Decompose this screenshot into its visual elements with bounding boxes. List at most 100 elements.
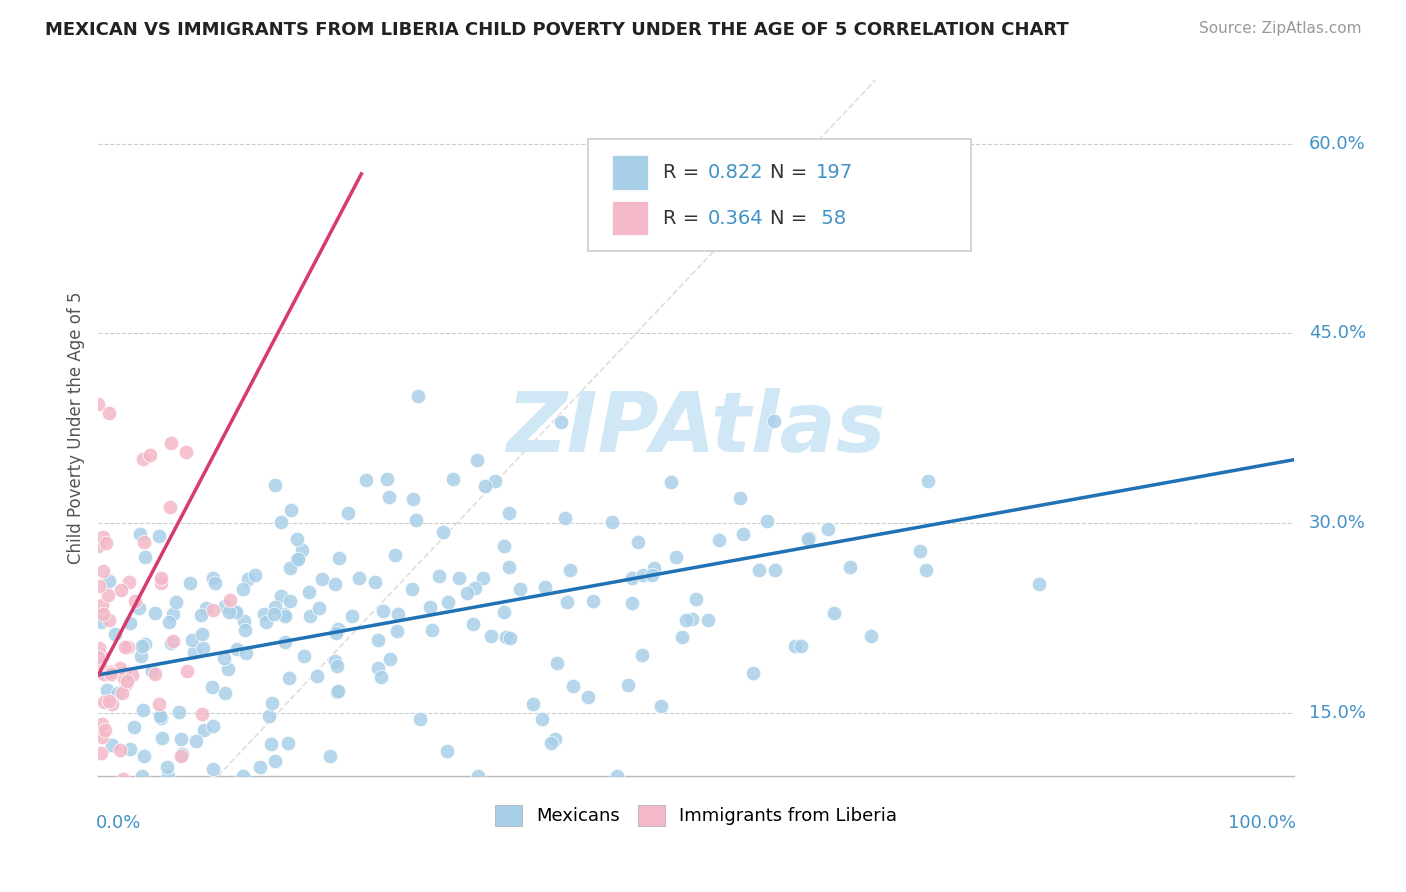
- Point: [731, 527, 754, 541]
- Point: [104, 626, 127, 640]
- Point: [495, 630, 517, 644]
- Point: [328, 684, 350, 698]
- Point: [91, 805, 114, 819]
- Point: [90, 717, 112, 731]
- FancyBboxPatch shape: [613, 201, 648, 235]
- Point: [373, 604, 395, 618]
- Point: [600, 516, 623, 530]
- Point: [472, 571, 495, 585]
- Point: [620, 596, 643, 610]
- Point: [291, 543, 314, 558]
- Point: [225, 605, 247, 619]
- Point: [132, 704, 155, 718]
- Point: [427, 569, 450, 583]
- Point: [576, 690, 599, 705]
- Point: [232, 582, 254, 596]
- Point: [94, 723, 117, 737]
- Point: [264, 599, 287, 614]
- Point: [233, 615, 256, 629]
- Legend: Mexicans, Immigrants from Liberia: Mexicans, Immigrants from Liberia: [488, 797, 904, 833]
- Point: [94, 536, 117, 550]
- Point: [509, 582, 531, 596]
- Point: [156, 769, 179, 783]
- Point: [385, 624, 408, 638]
- Point: [112, 671, 135, 685]
- Point: [254, 615, 277, 630]
- Point: [432, 524, 454, 539]
- Point: [274, 609, 297, 624]
- Point: [120, 615, 142, 630]
- Point: [114, 640, 136, 654]
- Point: [797, 532, 820, 546]
- Point: [631, 567, 654, 582]
- Point: [558, 563, 581, 577]
- Point: [337, 506, 360, 520]
- Point: [131, 769, 153, 783]
- Point: [277, 736, 299, 750]
- Point: [367, 633, 389, 648]
- Point: [134, 550, 156, 565]
- Point: [128, 600, 150, 615]
- Text: 30.0%: 30.0%: [1309, 514, 1367, 532]
- Text: 58: 58: [815, 209, 846, 227]
- Point: [675, 613, 697, 627]
- Point: [90, 615, 112, 629]
- Point: [181, 633, 204, 648]
- Point: [859, 629, 882, 643]
- Point: [499, 631, 522, 645]
- Point: [149, 576, 172, 591]
- Point: [190, 627, 212, 641]
- Point: [148, 697, 170, 711]
- Point: [408, 713, 430, 727]
- Point: [260, 696, 283, 710]
- Point: [326, 622, 349, 636]
- Point: [176, 665, 198, 679]
- Point: [111, 686, 134, 700]
- Point: [108, 743, 131, 757]
- Point: [908, 543, 931, 558]
- Point: [174, 445, 197, 459]
- Point: [419, 599, 441, 614]
- Point: [94, 807, 117, 822]
- Point: [311, 573, 333, 587]
- Point: [474, 479, 496, 493]
- Point: [233, 623, 256, 637]
- Point: [370, 670, 392, 684]
- Point: [170, 747, 193, 761]
- Point: [202, 571, 225, 585]
- Point: [643, 561, 665, 575]
- Point: [328, 551, 350, 566]
- Point: [193, 723, 215, 738]
- Point: [364, 575, 387, 590]
- Point: [285, 532, 308, 546]
- Text: 0.364: 0.364: [709, 209, 763, 227]
- Point: [101, 738, 124, 752]
- Point: [631, 648, 654, 662]
- Point: [96, 682, 118, 697]
- Point: [165, 595, 187, 609]
- Point: [582, 594, 605, 608]
- Point: [665, 549, 688, 564]
- Point: [659, 475, 682, 489]
- Text: 0.822: 0.822: [709, 162, 763, 182]
- Point: [100, 667, 122, 681]
- Point: [202, 762, 225, 776]
- Point: [492, 540, 515, 554]
- Point: [278, 593, 301, 607]
- Point: [270, 590, 292, 604]
- Text: 197: 197: [815, 162, 852, 182]
- Point: [263, 607, 285, 621]
- Point: [148, 529, 170, 543]
- Point: [190, 607, 212, 622]
- Point: [456, 585, 478, 599]
- Point: [756, 514, 779, 528]
- Point: [307, 668, 329, 682]
- Point: [186, 733, 208, 747]
- Point: [87, 397, 110, 411]
- Point: [87, 640, 110, 655]
- Text: R =: R =: [662, 162, 704, 182]
- Point: [621, 571, 644, 585]
- Point: [170, 731, 193, 746]
- Text: N =: N =: [770, 162, 814, 182]
- Point: [763, 563, 786, 577]
